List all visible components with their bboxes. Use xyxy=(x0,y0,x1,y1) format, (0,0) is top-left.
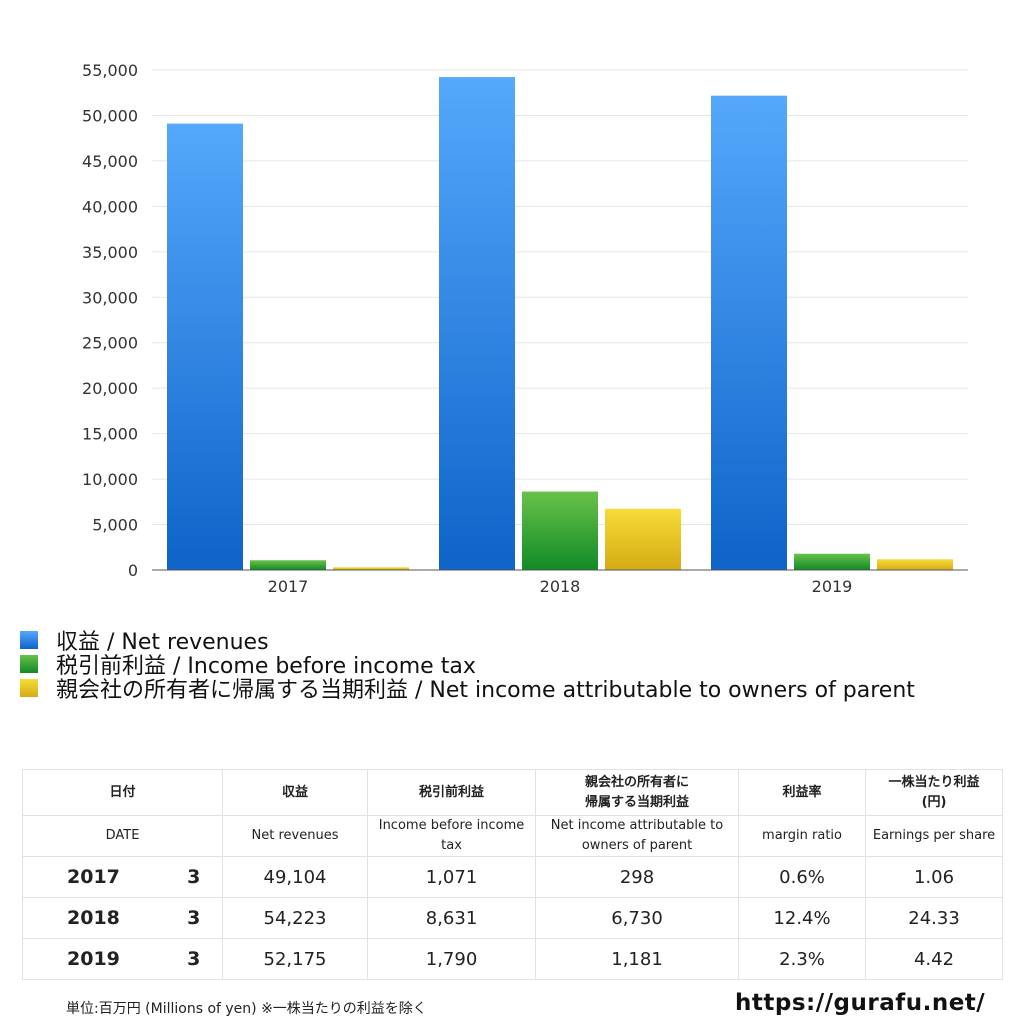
bar-income-before-tax xyxy=(250,560,326,570)
chart-legend: 収益 / Net revenues 税引前利益 / Income before … xyxy=(20,628,915,703)
legend-label: 親会社の所有者に帰属する当期利益 / Net income attributab… xyxy=(56,678,915,703)
y-tick-label: 10,000 xyxy=(82,470,138,489)
y-tick-label: 30,000 xyxy=(82,288,138,307)
bar-net-revenues xyxy=(167,123,243,570)
cell-month: 3 xyxy=(165,938,224,980)
cell-revenues: 49,104 xyxy=(222,856,369,898)
bar-net-income xyxy=(605,508,681,570)
cell-eps: 24.33 xyxy=(865,897,1004,939)
legend-item-net-income: 親会社の所有者に帰属する当期利益 / Net income attributab… xyxy=(20,676,915,703)
subheader-net-income: Net income attributable to owners of par… xyxy=(535,815,740,857)
cell-net-income: 298 xyxy=(535,856,740,898)
cell-income-before-tax: 1,790 xyxy=(367,938,537,980)
header-revenues: 収益 xyxy=(222,769,369,816)
cell-net-income: 1,181 xyxy=(535,938,740,980)
cell-month: 3 xyxy=(165,856,224,898)
cell-income-before-tax: 1,071 xyxy=(367,856,537,898)
bar-net-revenues xyxy=(439,77,515,571)
y-tick-label: 50,000 xyxy=(82,106,138,125)
table-row: 2017 3 49,104 1,071 298 0.6% 1.06 xyxy=(22,856,1004,898)
header-net-income: 親会社の所有者に 帰属する当期利益 xyxy=(535,769,740,816)
table-header-row: 日付 収益 税引前利益 親会社の所有者に 帰属する当期利益 利益率 一株当たり利益… xyxy=(21,769,1004,816)
cell-year: 2018 xyxy=(22,897,166,939)
header-margin: 利益率 xyxy=(738,769,867,816)
y-tick-label: 20,000 xyxy=(82,379,138,398)
y-tick-label: 45,000 xyxy=(82,152,138,171)
header-income-before-tax: 税引前利益 xyxy=(367,769,537,816)
table-subheader-row: DATE Net revenues Income before income t… xyxy=(21,815,1004,857)
cell-margin: 0.6% xyxy=(738,856,867,898)
header-eps-line1: 一株当たり利益 xyxy=(888,774,980,790)
site-url: https://gurafu.net/ xyxy=(735,990,986,1016)
subheader-eps: Earnings per share xyxy=(865,815,1004,857)
subheader-margin: margin ratio xyxy=(738,815,867,857)
y-tick-label: 15,000 xyxy=(82,425,138,444)
cell-eps: 1.06 xyxy=(865,856,1004,898)
bar-income-before-tax xyxy=(522,491,598,570)
cell-year: 2019 xyxy=(22,938,166,980)
header-net-income-line2: 帰属する当期利益 xyxy=(585,794,690,810)
legend-label: 税引前利益 / Income before income tax xyxy=(56,654,476,679)
legend-item-income-before-tax: 税引前利益 / Income before income tax xyxy=(20,652,915,679)
header-date: 日付 xyxy=(21,769,224,816)
table-row: 2019 3 52,175 1,790 1,181 2.3% 4.42 xyxy=(22,938,1004,980)
y-tick-label: 55,000 xyxy=(82,61,138,80)
bar-net-income xyxy=(877,559,953,570)
cell-revenues: 52,175 xyxy=(222,938,369,980)
unit-footnote: 単位:百万円 (Millions of yen) ※一株当たりの利益を除く xyxy=(66,1001,427,1017)
x-tick-label: 2019 xyxy=(812,577,853,596)
financial-table: 日付 収益 税引前利益 親会社の所有者に 帰属する当期利益 利益率 一株当たり利益… xyxy=(21,769,1004,980)
y-tick-label: 5,000 xyxy=(92,516,138,535)
legend-swatch-blue xyxy=(20,631,38,649)
legend-swatch-green xyxy=(20,655,38,673)
legend-item-net-revenues: 収益 / Net revenues xyxy=(20,628,915,655)
y-tick-label: 40,000 xyxy=(82,197,138,216)
header-eps-line2: (円) xyxy=(921,794,947,810)
x-tick-label: 2017 xyxy=(268,577,309,596)
x-tick-label: 2018 xyxy=(540,577,581,596)
header-net-income-line1: 親会社の所有者に xyxy=(585,774,690,790)
legend-label: 収益 / Net revenues xyxy=(56,630,269,655)
legend-swatch-yellow xyxy=(20,679,38,697)
subheader-date: DATE xyxy=(21,815,224,857)
cell-revenues: 54,223 xyxy=(222,897,369,939)
y-tick-label: 35,000 xyxy=(82,243,138,262)
bar-income-before-tax xyxy=(794,553,870,570)
cell-net-income: 6,730 xyxy=(535,897,740,939)
cell-eps: 4.42 xyxy=(865,938,1004,980)
cell-month: 3 xyxy=(165,897,224,939)
cell-margin: 12.4% xyxy=(738,897,867,939)
header-eps: 一株当たり利益 (円) xyxy=(865,769,1004,816)
bar-chart: 0 5,000 10,000 15,000 20,000 25,000 30,000 35,0… xyxy=(82,61,968,596)
bar-net-income xyxy=(333,567,409,570)
y-tick-label: 25,000 xyxy=(82,334,138,353)
subheader-income-before-tax: Income before income tax xyxy=(367,815,537,857)
cell-year: 2017 xyxy=(22,856,166,898)
y-tick-label: 0 xyxy=(128,561,138,580)
table-row: 2018 3 54,223 8,631 6,730 12.4% 24.33 xyxy=(22,897,1004,939)
cell-income-before-tax: 8,631 xyxy=(367,897,537,939)
subheader-revenues: Net revenues xyxy=(222,815,369,857)
cell-margin: 2.3% xyxy=(738,938,867,980)
bar-net-revenues xyxy=(711,95,787,570)
